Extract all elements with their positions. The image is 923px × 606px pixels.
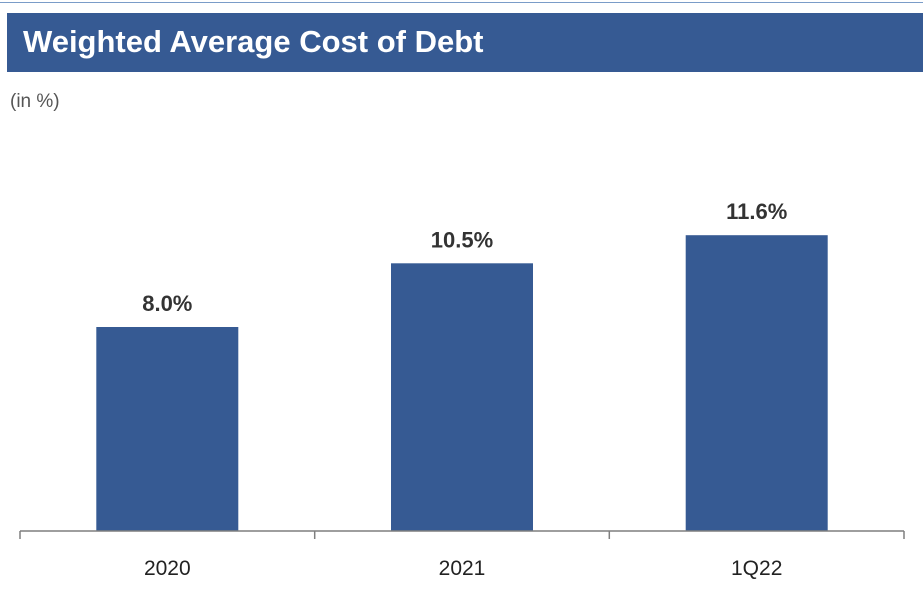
data-label-2020: 8.0% xyxy=(142,291,192,316)
chart-title: Weighted Average Cost of Debt xyxy=(23,24,484,59)
bar-2021 xyxy=(391,263,533,532)
data-label-1Q22: 11.6% xyxy=(726,199,787,224)
unit-note: (in %) xyxy=(10,91,60,112)
title-banner: Weighted Average Cost of Debt xyxy=(7,13,923,72)
data-label-2021: 10.5% xyxy=(431,227,493,252)
top-rule xyxy=(0,2,923,3)
bar-2020 xyxy=(96,327,239,531)
x-tick-label-2020: 2020 xyxy=(144,557,191,580)
x-tick-label-2021: 2021 xyxy=(439,557,486,580)
bar-1Q22 xyxy=(685,235,828,531)
x-tick-label-1Q22: 1Q22 xyxy=(731,557,782,580)
